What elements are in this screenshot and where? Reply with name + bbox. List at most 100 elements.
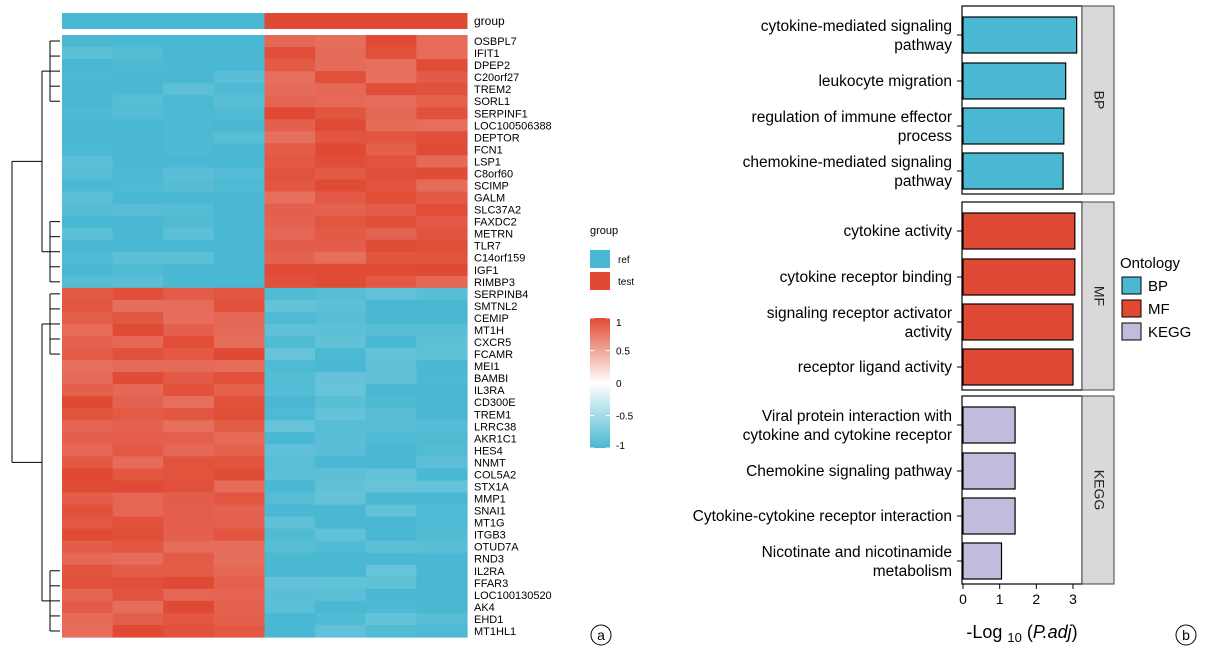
heatmap-cell xyxy=(365,516,417,530)
heatmap-cell xyxy=(264,71,316,84)
row-label: MEI1 xyxy=(474,361,500,373)
heatmap-cell xyxy=(112,396,164,409)
heatmap-cell xyxy=(315,35,367,48)
group-annotation-cell xyxy=(112,13,164,29)
heatmap-cell xyxy=(264,624,316,638)
heatmap-cell xyxy=(112,47,164,60)
heatmap-cell xyxy=(213,119,266,132)
heatmap-cell xyxy=(416,624,468,638)
heatmap-cell xyxy=(62,47,114,60)
heatmap-cell xyxy=(315,576,367,590)
heatmap-cell xyxy=(163,47,215,60)
heatmap-cell xyxy=(416,59,468,72)
heatmap-cell xyxy=(315,251,367,265)
heatmap-cell xyxy=(112,528,164,542)
color-scale-bar xyxy=(590,318,610,448)
panel-label-circle xyxy=(590,624,612,646)
heatmap-cell xyxy=(112,323,164,337)
heatmap-cell xyxy=(315,552,367,566)
heatmap-cell xyxy=(264,528,316,542)
heatmap-cell xyxy=(112,203,164,217)
ontology-legend-label: BP xyxy=(1148,278,1168,295)
heatmap-cell xyxy=(264,552,316,566)
legend-swatch-ref xyxy=(590,250,610,268)
row-label: BAMBI xyxy=(474,373,508,385)
heatmap-cell xyxy=(416,35,468,48)
heatmap-cell xyxy=(163,167,215,181)
heatmap-cell xyxy=(112,227,164,241)
heatmap-cell xyxy=(315,59,367,72)
heatmap-cell xyxy=(163,408,215,421)
heatmap-cell xyxy=(416,348,468,361)
heatmap-cell xyxy=(416,516,468,530)
heatmap-cell xyxy=(112,239,164,253)
row-label: OSBPL7 xyxy=(474,36,517,48)
ontology-legend-title: Ontology xyxy=(1120,255,1181,272)
heatmap-cell xyxy=(365,191,417,205)
heatmap-cell xyxy=(416,227,468,241)
heatmap-cell xyxy=(213,227,266,241)
heatmap-cell xyxy=(264,155,316,169)
heatmap-cell xyxy=(163,275,215,289)
heatmap-cell xyxy=(264,215,316,229)
heatmap-cell xyxy=(213,179,266,193)
heatmap-cell xyxy=(416,444,468,457)
heatmap-cell xyxy=(416,528,468,542)
term-label: Chemokine signaling pathway xyxy=(746,463,952,480)
heatmap-cell xyxy=(112,612,164,626)
heatmap-cell xyxy=(62,540,114,554)
heatmap-cell xyxy=(112,275,164,289)
heatmap-cell xyxy=(213,540,266,554)
row-label: MT1H xyxy=(474,325,504,337)
heatmap-cell xyxy=(213,444,266,457)
row-label: NNMT xyxy=(474,457,506,469)
heatmap-cell xyxy=(315,227,367,241)
heatmap-cell xyxy=(416,83,468,96)
heatmap-cell xyxy=(112,576,164,590)
heatmap-cell xyxy=(112,600,164,614)
heatmap-cell xyxy=(416,311,468,325)
row-label: MT1HL1 xyxy=(474,626,516,638)
heatmap-cell xyxy=(62,624,114,638)
row-label: AKR1C1 xyxy=(474,433,517,445)
heatmap-cell xyxy=(416,251,468,265)
heatmap-cell xyxy=(264,540,316,554)
row-label: FAXDC2 xyxy=(474,217,517,229)
heatmap-cell xyxy=(163,83,215,96)
heatmap-cell xyxy=(112,191,164,205)
row-label: TREM2 xyxy=(474,84,511,96)
heatmap-cell xyxy=(163,35,215,48)
heatmap-cell xyxy=(365,600,417,614)
heatmap-cell xyxy=(213,408,266,421)
row-label: IGF1 xyxy=(474,265,498,277)
heatmap-cell xyxy=(416,360,468,373)
term-label: cytokine-mediated signaling pathway xyxy=(761,18,953,54)
heatmap-cell xyxy=(315,239,367,253)
x-tick-label: 3 xyxy=(1069,591,1077,607)
heatmap-cell xyxy=(112,468,164,482)
heatmap-cell xyxy=(416,263,468,277)
heatmap-cell xyxy=(213,203,266,217)
heatmap-cell xyxy=(416,299,468,313)
term-label: Nicotinate and nicotinamide metabolism xyxy=(762,544,952,580)
heatmap-cell xyxy=(365,227,417,241)
row-label: IL2RA xyxy=(474,566,505,578)
heatmap-cell xyxy=(416,588,468,602)
heatmap-cell xyxy=(264,143,316,156)
heatmap-cell xyxy=(163,552,215,566)
heatmap-cell xyxy=(365,384,417,397)
heatmap-cell xyxy=(163,624,215,638)
heatmap-cell xyxy=(416,275,468,289)
heatmap-cell xyxy=(315,348,367,361)
heatmap-cell xyxy=(213,456,266,470)
heatmap-cell xyxy=(163,396,215,409)
heatmap-cell xyxy=(416,47,468,60)
heatmap-cell xyxy=(365,251,417,265)
heatmap-cell xyxy=(163,588,215,602)
heatmap-cell xyxy=(315,119,367,132)
group-annotation-cell xyxy=(163,13,215,29)
row-label: HES4 xyxy=(474,445,503,457)
heatmap-cell xyxy=(416,71,468,84)
heatmap-cell xyxy=(264,360,316,373)
group-annotation-cell xyxy=(365,13,417,29)
